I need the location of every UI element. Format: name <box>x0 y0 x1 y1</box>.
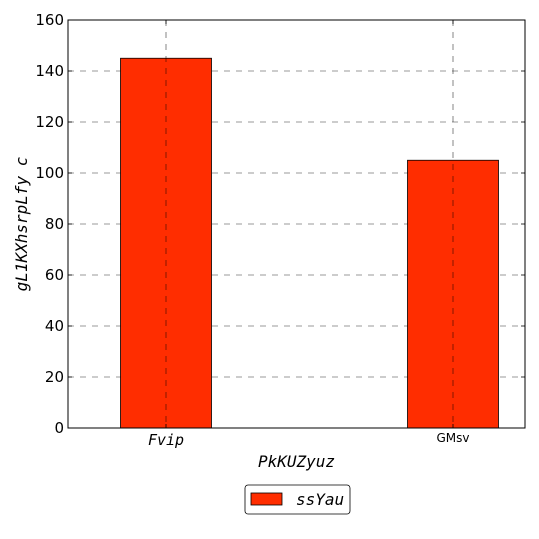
legend: ssYau <box>244 484 351 515</box>
legend-label: ssYau <box>296 490 344 509</box>
x-tick-label: Fvip <box>148 431 184 449</box>
y-tick-label: 20 <box>45 368 64 386</box>
x-tick-label: GMsv <box>436 431 469 445</box>
vertical-grid <box>165 20 454 428</box>
y-tick-label: 160 <box>35 11 64 29</box>
x-axis-ticks: Fvip GMsv <box>148 20 470 449</box>
x-axis-title: PkKUZyuz <box>258 452 335 471</box>
y-tick-label: 120 <box>35 113 64 131</box>
y-axis-title: gL1KXhsrpLfy c <box>12 157 31 292</box>
legend-swatch <box>250 492 283 506</box>
y-tick-label: 0 <box>54 419 64 437</box>
y-axis-ticks: 0 20 40 60 80 100 120 140 160 <box>35 11 525 437</box>
legend-box <box>244 484 351 515</box>
y-tick-label: 100 <box>35 164 64 182</box>
y-tick-label: 60 <box>45 266 64 284</box>
bars <box>120 57 499 429</box>
y-tick-label: 140 <box>35 62 64 80</box>
y-tick-label: 40 <box>45 317 64 335</box>
y-tick-label: 80 <box>45 215 64 233</box>
